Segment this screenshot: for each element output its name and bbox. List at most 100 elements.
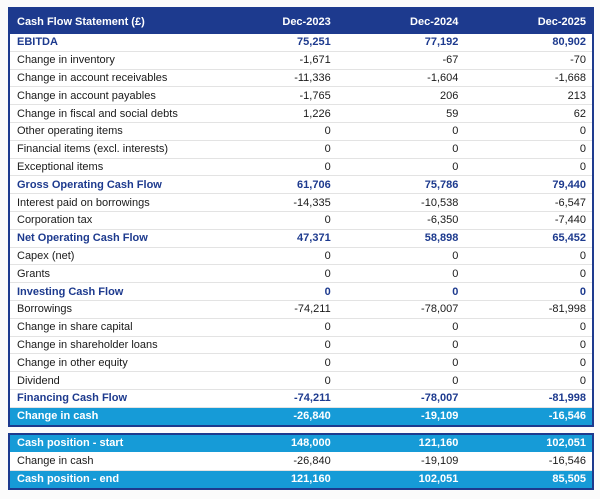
table-row: Change in shareholder loans 0 0 0 (10, 336, 592, 355)
row-value: 0 (579, 143, 587, 156)
column-header-dec-2025: Dec-2025 (537, 15, 587, 28)
row-value: -74,211 (294, 303, 331, 316)
row-value: -6,350 (427, 214, 459, 227)
column-header-dec-2023: Dec-2023 (282, 15, 331, 28)
row-value: 206 (440, 89, 459, 102)
row-value: 77,192 (424, 36, 459, 49)
row-value: 0 (324, 374, 331, 387)
row-label: Exceptional items (17, 160, 104, 173)
table-row: Interest paid on borrowings -14,335 -10,53… (10, 194, 592, 212)
row-label: Borrowings (17, 303, 73, 316)
row-label: Financing Cash Flow (17, 392, 128, 405)
table-row: Change in share capital 0 0 0 (10, 318, 592, 337)
row-value: 0 (579, 160, 587, 173)
table-header-row: Cash Flow Statement (£) Dec-2023 Dec-202… (10, 9, 592, 34)
row-value: -1,668 (554, 71, 587, 84)
row-value: 102,051 (546, 437, 587, 450)
row-value: -1,765 (299, 89, 331, 102)
row-label: Dividend (17, 374, 60, 387)
table-row: Net Operating Cash Flow 47,371 58,898 65,45… (10, 229, 592, 248)
row-value: -70 (570, 54, 587, 67)
row-label: EBITDA (17, 36, 58, 49)
row-value: 0 (452, 249, 459, 262)
row-value: 75,786 (424, 178, 459, 191)
row-label: Change in share capital (17, 321, 133, 334)
row-value: 47,371 (297, 232, 331, 245)
row-value: 0 (579, 249, 587, 262)
row-value: -6,547 (554, 196, 587, 209)
row-value: 121,160 (290, 473, 331, 486)
row-value: -19,109 (421, 454, 459, 467)
table-row: Change in inventory -1,671 -67 -70 (10, 51, 592, 70)
row-value: 0 (324, 321, 331, 334)
row-value: 0 (324, 285, 331, 298)
row-value: -1,671 (299, 54, 331, 67)
row-value: -10,538 (421, 196, 459, 209)
table-row: EBITDA 75,251 77,192 80,902 (10, 34, 592, 52)
row-value: 213 (567, 89, 587, 102)
table-row: Grants 0 0 0 (10, 265, 592, 284)
row-value: 0 (452, 160, 459, 173)
row-value: -11,336 (294, 71, 331, 84)
row-value: 0 (324, 160, 331, 173)
row-value: 79,440 (552, 178, 587, 191)
row-value: -26,840 (293, 410, 331, 423)
row-value: 0 (452, 374, 459, 387)
row-value: 0 (452, 338, 459, 351)
row-value: -7,440 (554, 214, 587, 227)
row-label: Change in account receivables (17, 71, 168, 84)
row-value: 0 (324, 356, 331, 369)
row-value: 0 (579, 267, 587, 280)
row-label: Investing Cash Flow (17, 285, 124, 298)
table-body: EBITDA 75,251 77,192 80,902 Change in invent… (10, 34, 592, 425)
row-value: -16,546 (548, 454, 587, 467)
row-value: 0 (452, 285, 459, 298)
row-label: Change in cash (17, 410, 99, 423)
row-label: Cash position - end (17, 473, 120, 486)
table-row: Change in account payables -1,765 206 213 (10, 87, 592, 106)
row-value: -81,998 (548, 392, 587, 405)
row-label: Capex (net) (17, 249, 75, 262)
row-label: Financial items (excl. interests) (17, 143, 168, 156)
row-value: -78,007 (421, 392, 459, 405)
row-label: Change in other equity (17, 356, 128, 369)
row-label: Change in fiscal and social debts (17, 107, 178, 120)
row-value: 59 (446, 107, 459, 120)
row-label: Cash position - start (17, 437, 124, 450)
row-value: 102,051 (418, 473, 459, 486)
row-value: 0 (452, 143, 459, 156)
row-value: 0 (452, 267, 459, 280)
table-row: Corporation tax 0 -6,350 -7,440 (10, 211, 592, 230)
table-row: Gross Operating Cash Flow 61,706 75,786 79,… (10, 176, 592, 195)
row-label: Interest paid on borrowings (17, 196, 150, 209)
row-label: Change in shareholder loans (17, 338, 158, 351)
row-value: -26,840 (293, 454, 331, 467)
row-label: Other operating items (17, 125, 123, 138)
table-row: Change in account receivables -11,336 -1,6… (10, 69, 592, 88)
row-value: -67 (442, 54, 459, 67)
row-label: Net Operating Cash Flow (17, 232, 148, 245)
row-value: -78,007 (421, 303, 459, 316)
row-value: 0 (579, 321, 587, 334)
row-value: 0 (324, 143, 331, 156)
row-value: 0 (579, 338, 587, 351)
table-row: Change in fiscal and social debts 1,226 59… (10, 105, 592, 123)
row-value: -1,604 (427, 71, 459, 84)
row-value: 75,251 (297, 36, 331, 49)
row-label: Gross Operating Cash Flow (17, 178, 162, 191)
row-value: 121,160 (418, 437, 459, 450)
row-label: Change in account payables (17, 89, 156, 102)
row-value: 0 (579, 356, 587, 369)
cash-flow-table: Cash Flow Statement (£) Dec-2023 Dec-202… (8, 7, 594, 427)
row-value: 0 (452, 321, 459, 334)
row-value: 0 (579, 285, 587, 298)
table-row: Change in other equity 0 0 0 (10, 354, 592, 373)
table-row: Dividend 0 0 0 (10, 372, 592, 390)
row-value: 0 (324, 267, 331, 280)
table-row: Change in cash -26,840 -19,109 -16,546 (10, 407, 592, 425)
row-value: -14,335 (293, 196, 331, 209)
row-value: 61,706 (297, 178, 331, 191)
table-title: Cash Flow Statement (£) (17, 15, 145, 28)
row-value: -16,546 (548, 410, 587, 423)
